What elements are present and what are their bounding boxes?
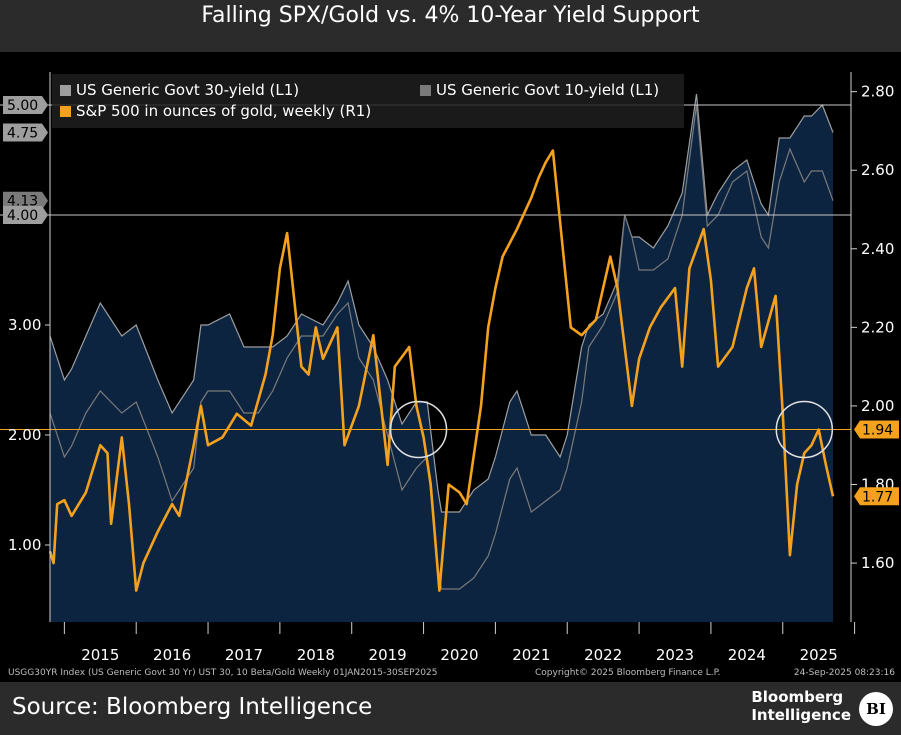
left-tick-label-1.00: 1.00 [8,536,41,554]
chart-area: 2015 2016 2017 2018 2019 2020 2021 2022 2023 2024… [0,52,901,682]
highlight-circle-1 [389,400,448,459]
x-tick-label-2021: 2021 [512,646,550,664]
x-tick-label-2018: 2018 [297,646,335,664]
reference-tag-1.94-label: 1.94 [862,423,893,439]
reference-tag-5.00-shape [3,96,48,114]
reference-tag-1.94: 1.94 [854,420,899,439]
reference-tag-1.94-shape [854,420,899,439]
last-value-tag-1.77-label: 1.77 [862,489,893,505]
chart-svg: 2015 2016 2017 2018 2019 2020 2021 2022 2023 2024… [0,72,899,664]
last-value-tag-4.13: 4.13 [3,191,48,210]
right-tick-label-2.40: 2.40 [861,240,894,258]
footer-copyright: Copyright© 2025 Bloomberg Finance L.P. [535,668,721,678]
legend-label-3: S&P 500 in ounces of gold, weekly (R1) [76,102,371,120]
left-tick-label-3.00: 3.00 [8,316,41,334]
left-tick-label-2.00: 2.00 [8,426,41,444]
series-30y-line [49,93,834,513]
logo-line-1: Bloomberg [751,688,844,706]
source-bar: Source: Bloomberg Intelligence Bloomberg… [0,682,901,735]
series-10y-line [49,104,834,590]
last-value-tag-4.13-shape [3,191,48,210]
legend: US Generic Govt 30-yield (L1) US Generic … [52,74,684,128]
right-tick-label-2.80: 2.80 [861,83,894,101]
chart-title-bar: Falling SPX/Gold vs. 4% 10-Year Yield Su… [0,0,901,52]
last-value-tag-4.75: 4.75 [3,123,48,142]
right-tick-label-2.60: 2.60 [861,161,894,179]
last-value-tag-1.77-shape [854,487,899,506]
right-tick-label-2.20: 2.20 [861,318,894,336]
reference-tag-4.00-label: 4.00 [7,208,38,224]
bloomberg-intelligence-logo: Bloomberg Intelligence [751,688,851,724]
series-spx-gold-line [48,149,835,592]
right-tick-label-2.00: 2.00 [861,397,894,415]
highlight-circle-2 [775,400,834,459]
chart-title: Falling SPX/Gold vs. 4% 10-Year Yield Su… [201,3,700,28]
legend-swatch-2 [420,85,431,96]
legend-label-2: US Generic Govt 10-yield (L1) [436,81,659,99]
legend-swatch-1 [60,85,71,96]
x-tick-label-2016: 2016 [153,646,191,664]
footer-index-info: USGG30YR Index (US Generic Govt 30 Yr) U… [8,668,438,678]
last-value-tag-4.75-shape [3,123,48,142]
source-label: Source: Bloomberg Intelligence [12,694,373,720]
x-tick-label-2017: 2017 [225,646,263,664]
last-value-tag-4.13-label: 4.13 [7,194,38,210]
x-axis: 2015 2016 2017 2018 2019 2020 2021 2022 2023 2024… [63,622,856,664]
legend-swatch-3 [60,106,71,117]
x-tick-label-2022: 2022 [584,646,622,664]
x-tick-label-2020: 2020 [440,646,478,664]
left-axis: 1.00 2.00 3.00 [8,72,51,622]
last-value-tag-1.77: 1.77 [854,487,899,506]
reference-tag-4.00: 4.00 [3,206,48,224]
reference-tag-5.00-label: 5.00 [7,98,38,114]
logo-line-2: Intelligence [751,706,851,724]
right-axis: 1.601.802.002.202.402.602.80 [850,72,894,622]
x-tick-label-2023: 2023 [656,646,694,664]
x-tick-label-2025: 2025 [800,646,838,664]
last-value-tag-4.75-label: 4.75 [7,126,38,142]
bi-logo-icon: BI [859,692,893,726]
legend-label-1: US Generic Govt 30-yield (L1) [76,81,299,99]
reference-tag-5.00: 5.00 [3,96,48,114]
reference-tag-4.00-shape [3,206,48,224]
x-tick-label-2024: 2024 [728,646,766,664]
x-tick-label-2019: 2019 [369,646,407,664]
right-tick-label-1.60: 1.60 [861,554,894,572]
x-tick-label-2015: 2015 [81,646,119,664]
legend-background [52,74,684,128]
footer-timestamp: 24-Sep-2025 08:23:16 [793,668,895,678]
series-30y-area [50,94,834,622]
